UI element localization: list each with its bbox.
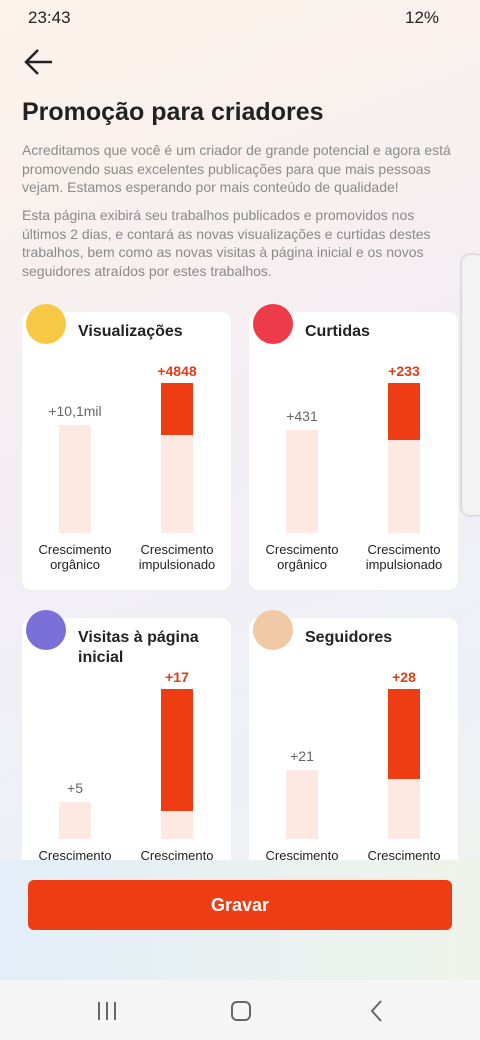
bottom-panel: Gravar [0,860,480,980]
nav-icons [98,1000,382,1022]
battery: 12% [405,8,440,27]
boosted-bar [388,689,420,839]
organic-bar [59,802,91,839]
axis-label: Crescimento orgânico [38,542,112,572]
boosted-bar [161,383,193,533]
card-icon [26,610,66,650]
side-widget[interactable] [462,255,480,515]
card-icon [26,304,66,344]
organic-label: +10,1mil [48,403,102,419]
nav-bar [0,980,480,1040]
paragraph: Esta página exibirá seu trabalhos public… [22,207,431,279]
card-title: Visualizações [78,323,183,340]
boosted-part [161,383,193,435]
axis-label: Crescimento [367,848,441,863]
record-button[interactable]: Gravar [28,880,452,930]
time: 23:43 [28,8,71,27]
card-title: Visitas à página inicial [78,629,199,666]
organic-bar [286,430,318,533]
organic-label: +21 [290,748,314,764]
organic-label: +5 [67,780,83,796]
card-icon [253,610,293,650]
page-title: Promoção para criadores [22,98,324,126]
paragraph: Acreditamos que você é um criador de gra… [22,142,451,195]
boosted-label: +17 [165,669,189,685]
boosted-part [161,689,193,811]
card: Visualizações +10,1mil +4848 Crescimento or… [22,304,231,590]
axis-label: Crescimento [140,848,214,863]
boosted-part [388,689,420,779]
back-button[interactable] [22,48,56,76]
card-icon [253,304,293,344]
card: Visitas à página inicial +5 +17 Crescimento… [22,610,231,896]
card-title: Curtidas [305,323,370,340]
organic-label: +431 [286,408,318,424]
card-title: Seguidores [305,629,393,646]
boosted-bar [161,689,193,839]
axis-label: Crescimento orgânico [265,542,339,572]
axis-label: Crescimento [38,848,112,863]
organic-bar [59,425,91,533]
boosted-label: +4848 [157,363,197,379]
boosted-bar [388,383,420,533]
axis-label: Crescimento impulsionado [365,542,443,572]
card: Curtidas +431 +233 Crescimento orgânico Cres… [249,304,458,590]
boosted-part [388,383,420,440]
boosted-label: +233 [388,363,420,379]
boosted-label: +28 [392,669,416,685]
organic-bar [286,770,318,839]
axis-label: Crescimento impulsionado [138,542,216,572]
card: Seguidores +21 +28 Crescimento Crescimento [249,610,458,896]
axis-label: Crescimento [265,848,339,863]
